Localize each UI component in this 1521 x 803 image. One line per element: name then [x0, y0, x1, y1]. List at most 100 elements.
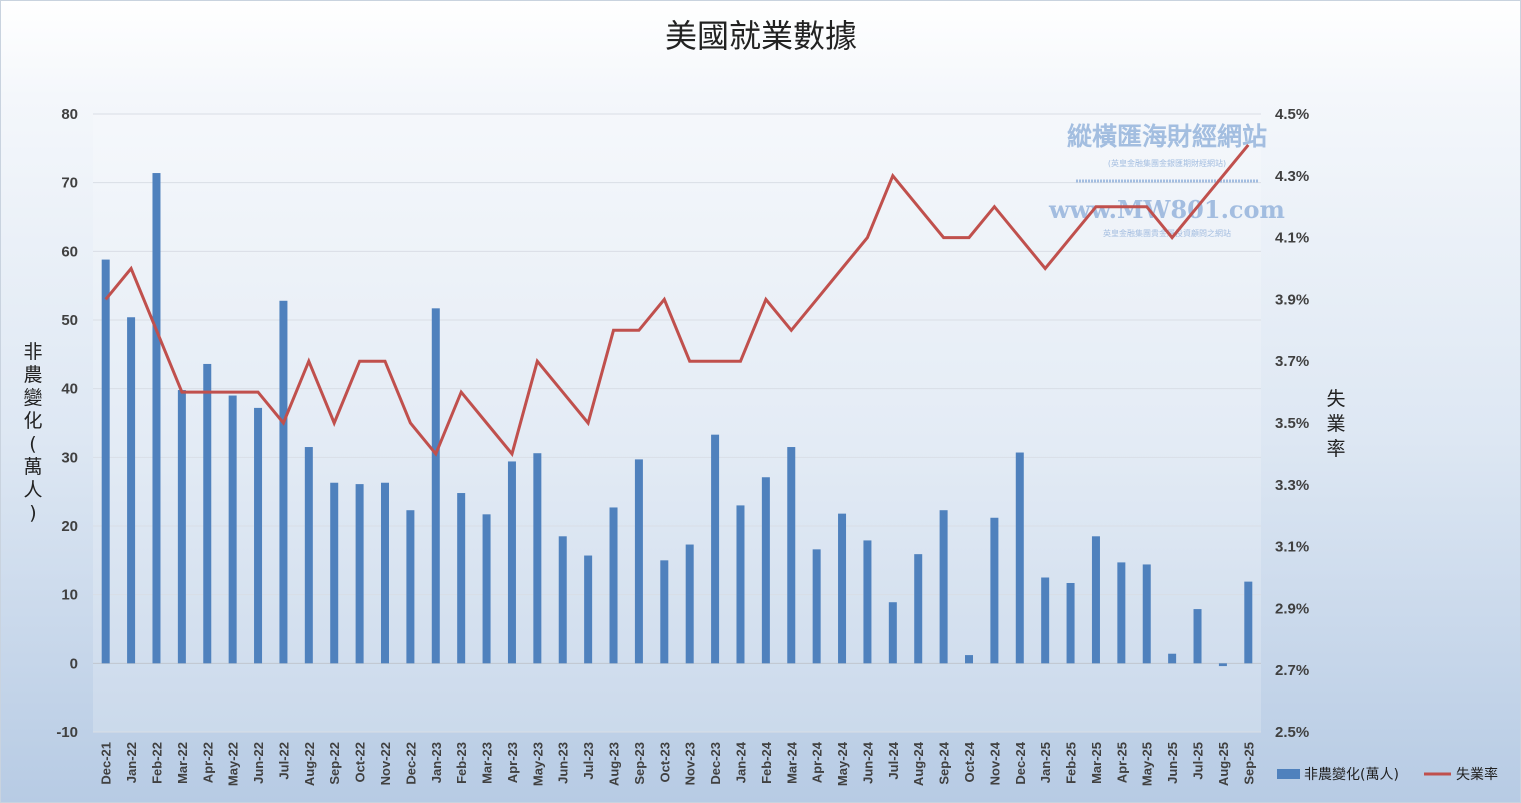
right-tick-label: 4.3% [1275, 168, 1309, 185]
chart-title: 美國就業數據 [665, 17, 857, 55]
right-tick-label: 3.7% [1275, 353, 1309, 370]
x-tick-label: Jul-25 [1191, 742, 1206, 780]
bar [381, 482, 389, 664]
x-tick-label: Aug-25 [1216, 742, 1231, 786]
x-tick-label: Jun-25 [1165, 742, 1180, 784]
bar [1193, 609, 1202, 664]
x-tick-label: Sep-22 [327, 742, 342, 785]
left-tick-label: 30 [61, 449, 78, 466]
right-tick-label: 3.5% [1275, 415, 1309, 432]
bar [1142, 564, 1151, 664]
x-tick-label: Dec-23 [708, 742, 723, 785]
bar [939, 510, 948, 664]
x-tick-label: Mar-23 [480, 742, 495, 784]
left-tick-label: -10 [56, 724, 78, 741]
bar [228, 395, 237, 664]
left-tick-label: 40 [61, 381, 78, 398]
x-tick-label: Feb-25 [1064, 742, 1079, 784]
x-tick-label: Feb-24 [759, 741, 774, 784]
unemployment-line [104, 143, 1250, 458]
bar [990, 517, 999, 664]
x-tick-label: Feb-23 [454, 742, 469, 784]
x-tick-label: Jan-23 [429, 742, 444, 783]
left-tick-label: 60 [61, 243, 78, 260]
x-tick-label: Mar-25 [1089, 742, 1104, 784]
bar-series [101, 173, 1253, 667]
bar [660, 560, 669, 664]
bar [1041, 577, 1050, 664]
bar [1117, 562, 1126, 664]
bar [254, 407, 263, 664]
bar [584, 555, 593, 664]
x-tick-label: Nov-22 [378, 742, 393, 785]
x-tick-label: Jun-23 [556, 742, 571, 784]
x-tick-label: Jan-24 [734, 741, 749, 783]
x-tick-label: Mar-24 [784, 741, 799, 784]
right-axis-title: 失業率 [1326, 388, 1345, 460]
right-axis-ticks: 4.5% 4.3% 4.1% 3.9% 3.7% 3.5% 3.3% 3.1% 2.9% 2.7%… [1275, 106, 1309, 741]
legend-line-label: 失業率 [1456, 766, 1498, 783]
right-tick-label: 3.9% [1275, 291, 1309, 308]
x-tick-label: Oct-22 [353, 742, 368, 782]
bar [838, 513, 847, 664]
x-tick-label: Nov-23 [683, 742, 698, 785]
bar [101, 259, 110, 664]
x-tick-label: Dec-24 [1013, 741, 1028, 784]
bar [406, 510, 415, 664]
bar [203, 363, 212, 664]
bar [914, 554, 923, 664]
bar [482, 514, 491, 664]
bar [609, 507, 618, 664]
right-tick-label: 3.3% [1275, 477, 1309, 494]
line-series [104, 143, 1250, 458]
bar [457, 493, 466, 664]
bar [863, 540, 872, 664]
x-tick-label: Apr-23 [505, 742, 520, 783]
bar [761, 477, 770, 664]
x-tick-label: May-24 [835, 741, 850, 786]
bar [533, 453, 542, 664]
bar [711, 434, 720, 664]
x-tick-label: Jan-22 [124, 742, 139, 783]
right-tick-label: 2.7% [1275, 662, 1309, 679]
left-tick-label: 80 [61, 106, 78, 123]
x-tick-label: Jul-24 [886, 741, 901, 779]
bar [787, 447, 796, 664]
x-tick-label: Sep-24 [937, 741, 952, 784]
x-axis-ticks: Dec-21 Jan-22 Feb-22 Mar-22 Apr-22 May-22 Jun-… [99, 741, 1257, 786]
bar [1218, 663, 1227, 667]
left-tick-label: 70 [61, 175, 78, 192]
bar [1091, 536, 1100, 664]
bar [558, 536, 567, 664]
left-axis-ticks: 80 70 60 50 40 30 20 10 0 -10 [56, 106, 78, 741]
bar [1168, 653, 1177, 664]
bar [304, 447, 313, 664]
right-tick-label: 4.1% [1275, 230, 1309, 247]
bar [736, 505, 745, 664]
plot-area [93, 114, 1261, 732]
x-tick-label: May-25 [1140, 742, 1155, 786]
x-tick-label: Jun-24 [860, 741, 875, 784]
watermark-subtitle: (英皇金融集團金銀匯期財經網站) [1108, 158, 1226, 168]
bar [152, 173, 161, 664]
bar [1244, 581, 1253, 664]
x-tick-label: Aug-22 [302, 742, 317, 786]
legend: 非農變化(萬人) 失業率 [1277, 766, 1498, 783]
x-tick-label: Apr-25 [1114, 742, 1129, 783]
right-tick-label: 3.1% [1275, 539, 1309, 556]
right-tick-label: 2.5% [1275, 724, 1309, 741]
x-tick-label: Jul-22 [276, 742, 291, 780]
bar [1015, 452, 1024, 664]
x-tick-label: Oct-24 [962, 741, 977, 782]
right-tick-label: 2.9% [1275, 600, 1309, 617]
bar [355, 484, 364, 664]
x-tick-label: May-22 [226, 742, 241, 786]
bar [685, 544, 694, 664]
bar [330, 482, 339, 664]
bar [127, 317, 136, 664]
x-tick-label: Oct-23 [657, 742, 672, 782]
x-tick-label: Nov-24 [987, 741, 1002, 785]
bar [279, 300, 288, 664]
